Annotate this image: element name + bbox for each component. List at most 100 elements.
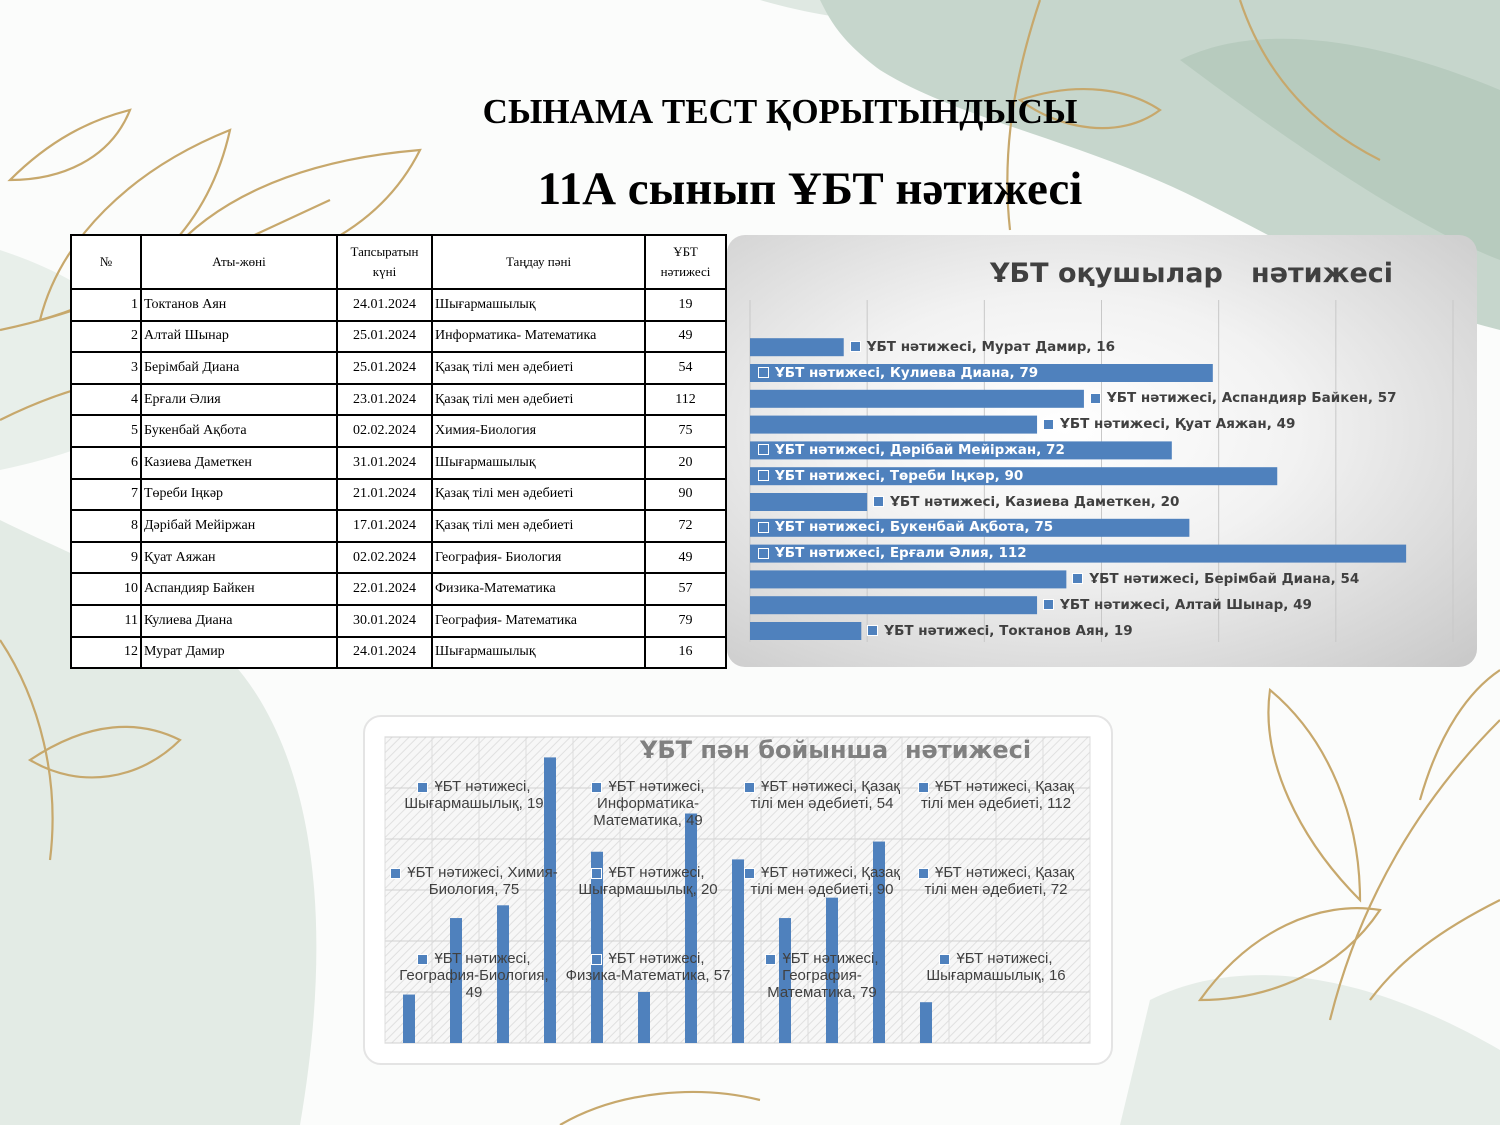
legend-marker-icon: [849, 341, 861, 353]
data-label: ҰБТ нәтижесі, Аспандияр Байкен, 57: [1089, 390, 1397, 407]
legend-marker-icon: [758, 444, 769, 456]
category-name: Химия-Биология: [428, 864, 558, 898]
student-name: Ерғали Әлия: [140, 382, 338, 417]
series-name: ҰБТ нәтижесі: [1089, 570, 1195, 587]
data-label: ҰБТ нәтижесі, Шығармашылық, 19: [404, 778, 544, 812]
series-name: ҰБТ нәтижесі: [608, 950, 701, 967]
students-chart-title: ҰБТ оқушылар нәтижесі: [990, 258, 1394, 289]
elective-subject: География- Математика: [431, 603, 646, 638]
category-name: Шығармашылық: [926, 967, 1041, 984]
row-number: 4: [70, 382, 142, 417]
bar-1: [750, 622, 862, 640]
value: 57: [1377, 390, 1397, 407]
exam-date: 30.01.2024: [336, 603, 433, 638]
header-number: №: [70, 234, 142, 290]
student-name: Алтай Шынар: [140, 319, 338, 354]
bar-11: [750, 364, 1213, 382]
series-name: ҰБТ нәтижесі: [761, 778, 853, 795]
data-label: ҰБТ нәтижесі, Шығармашылық, 20: [578, 864, 718, 898]
category-name: Казиева Даметкен: [1004, 493, 1151, 510]
bar-12: [920, 1002, 932, 1043]
series-name: ҰБТ нәтижесі: [775, 519, 880, 536]
elective-subject: Физика-Математика: [431, 572, 646, 606]
legend-marker-icon: [758, 547, 769, 559]
bar-3: [750, 570, 1067, 589]
data-label: ҰБТ нәтижесі, География-Математика, 79: [765, 950, 879, 1001]
value: 49: [1293, 596, 1312, 613]
student-name: Казиева Даметкен: [140, 445, 338, 480]
header-date: Тапсыратын күні: [336, 234, 433, 290]
exam-date: 17.01.2024: [336, 509, 433, 543]
score: 54: [644, 351, 727, 385]
series-name: ҰБТ нәтижесі: [434, 950, 527, 967]
legend-marker-icon: [765, 953, 777, 965]
student-name: Мурат Дамир: [140, 635, 338, 670]
data-label: ҰБТ нәтижесі, Берімбай Диана, 54: [1072, 571, 1359, 588]
series-name: ҰБТ нәтижесі: [434, 778, 527, 795]
data-label: ҰБТ нәтижесі, Қазақ тілі мен әдебиеті, 1…: [912, 778, 1080, 812]
row-number: 12: [70, 635, 142, 670]
exam-date: 31.01.2024: [336, 445, 433, 480]
data-label: ҰБТ нәтижесі, Физика-Математика, 57: [565, 950, 731, 984]
bar-5: [750, 518, 1190, 537]
value: 19: [526, 795, 544, 812]
legend-marker-icon: [867, 625, 879, 636]
series-name: ҰБТ нәтижесі: [956, 950, 1049, 967]
slide-title: СЫНАМА ТЕСТ ҚОРЫТЫНДЫСЫ: [482, 92, 1078, 131]
table-row: 12 Мурат Дамир 24.01.2024 Шығармашылық 16: [70, 635, 727, 670]
series-name: ҰБТ нәтижесі: [866, 338, 972, 355]
legend-marker-icon: [918, 781, 929, 793]
data-label: ҰБТ нәтижесі, Токтанов Аян, 19: [867, 623, 1133, 640]
elective-subject: Қазақ тілі мен әдебиеті: [431, 509, 646, 543]
row-number: 6: [70, 445, 142, 480]
value: 49: [1276, 416, 1296, 433]
table-row: 3 Берімбай Диана 25.01.2024 Қазақ тілі мен …: [70, 351, 727, 385]
exam-date: 02.02.2024: [336, 414, 433, 448]
value: 75: [502, 881, 520, 898]
data-label: ҰБТ нәтижесі, Казиева Даметкен, 20: [873, 494, 1179, 511]
table-row: 4 Ерғали Әлия 23.01.2024 Қазақ тілі мен әде…: [70, 382, 727, 417]
value: 79: [1019, 364, 1039, 381]
header-subject: Таңдау пәні: [431, 234, 646, 290]
table-header-row: № Аты-жөні Тапсыратын күні Таңдау пәні Ұ…: [70, 234, 727, 290]
data-label: ҰБТ нәтижесі, Қазақ тілі мен әдебиеті, 5…: [738, 778, 906, 812]
elective-subject: Қазақ тілі мен әдебиеті: [431, 477, 646, 512]
exam-date: 21.01.2024: [336, 477, 433, 512]
bar-2: [450, 918, 462, 1043]
row-number: 3: [70, 351, 142, 385]
value: 90: [876, 881, 894, 898]
score: 79: [644, 603, 727, 638]
value: 72: [1050, 881, 1068, 898]
category-name: Мурат Дамир: [981, 338, 1087, 355]
row-number: 11: [70, 603, 142, 638]
bar-4: [750, 544, 1407, 563]
series-name: ҰБТ нәтижесі: [890, 493, 996, 510]
data-label: ҰБТ нәтижесі, Қуат Аяжан, 49: [1043, 416, 1295, 433]
category-name: Қуат Аяжан: [1174, 416, 1267, 433]
score: 20: [644, 445, 727, 480]
bar-10: [750, 389, 1084, 408]
student-name: Кулиева Диана: [140, 603, 338, 638]
bar-3: [497, 905, 509, 1043]
data-label: ҰБТ нәтижесі, География-Биология, 49: [399, 950, 549, 1001]
data-label: ҰБТ нәтижесі, Алтай Шынар, 49: [1043, 597, 1312, 614]
bar-9: [750, 415, 1038, 434]
score: 49: [644, 319, 727, 354]
student-name: Берімбай Диана: [140, 351, 338, 385]
bar-2: [750, 596, 1038, 615]
elective-subject: Шығармашылық: [431, 445, 646, 480]
bar-4: [544, 757, 556, 1043]
series-name: ҰБТ нәтижесі: [608, 864, 701, 881]
score: 75: [644, 414, 727, 448]
legend-marker-icon: [1043, 599, 1055, 611]
category-name: Дәрібай Мейіржан: [889, 441, 1037, 458]
legend-marker-icon: [1072, 573, 1084, 585]
value: 20: [700, 881, 718, 898]
bar-9: [779, 918, 791, 1043]
exam-date: 22.01.2024: [336, 572, 433, 606]
elective-subject: Химия-Биология: [431, 414, 646, 448]
category-name: География-Математика: [767, 967, 862, 1001]
data-label: ҰБТ нәтижесі, Химия-Биология, 75: [390, 864, 558, 898]
series-name: ҰБТ нәтижесі: [1060, 416, 1166, 433]
